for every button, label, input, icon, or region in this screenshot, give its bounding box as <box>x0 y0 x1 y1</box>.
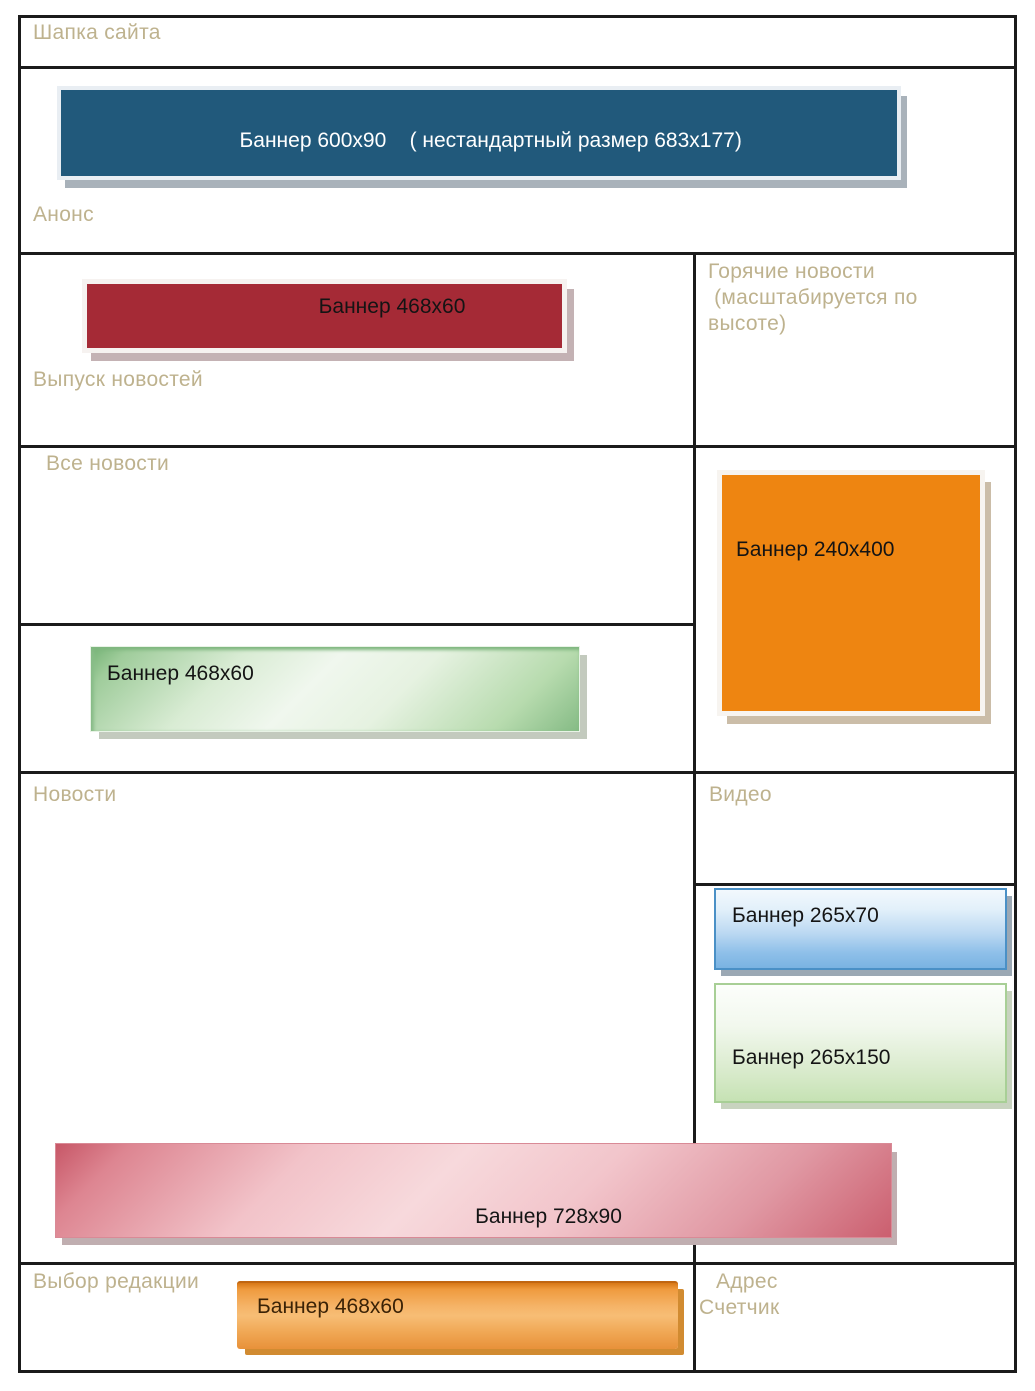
section-label-all-news: Все новости <box>46 452 170 475</box>
banner-468x60-middle: Баннер 468x60 <box>90 646 580 732</box>
hot-news-line-1: Горячие новости <box>708 260 875 283</box>
section-label-counter: Счетчик <box>699 1296 780 1319</box>
banner-265x150-label: Баннер 265x150 <box>732 1046 891 1069</box>
banner-600x90-label: Баннер 600x90 ( нестандартный размер 683… <box>239 129 742 152</box>
row-divider-news-release <box>18 445 1017 448</box>
section-label-hot-news: Горячие новости (масштабируется по высот… <box>708 259 918 337</box>
banner-240x400: Баннер 240x400 <box>717 470 985 716</box>
banner-265x70: Баннер 265x70 <box>714 888 1007 970</box>
section-label-news-release: Выпуск новостей <box>33 368 203 391</box>
section-label-editors-choice: Выбор редакции <box>33 1270 200 1293</box>
row-divider-footer <box>18 1262 1017 1265</box>
row-divider-header <box>18 66 1017 69</box>
section-label-announce: Анонс <box>33 203 94 226</box>
banner-240x400-label: Баннер 240x400 <box>736 538 895 561</box>
banner-468x60-top: Баннер 468x60 <box>82 279 567 353</box>
banner-265x150: Баннер 265x150 <box>714 983 1007 1103</box>
banner-468x60-bottom: Баннер 468x60 <box>237 1281 678 1349</box>
banner-600x90: Баннер 600x90 ( нестандартный размер 683… <box>57 86 901 180</box>
banner-468x60-middle-label: Баннер 468x60 <box>107 662 254 685</box>
banner-728x90: Баннер 728x90 <box>55 1143 892 1238</box>
hot-news-line-3: высоте) <box>708 312 787 335</box>
section-label-address: Адрес <box>716 1270 778 1293</box>
banner-468x60-top-label: Баннер 468x60 <box>318 295 466 318</box>
section-label-video: Видео <box>709 783 772 806</box>
banner-468x60-bottom-label: Баннер 468x60 <box>257 1295 404 1318</box>
row-divider-news <box>18 771 1017 774</box>
section-label-site-header: Шапка сайта <box>33 21 161 44</box>
row-divider-all-news <box>18 623 696 626</box>
table-outer-border <box>18 15 1017 1373</box>
row-divider-announce <box>18 252 1017 255</box>
section-label-news: Новости <box>33 783 117 806</box>
column-divider <box>693 252 696 1373</box>
hot-news-line-2: (масштабируется по <box>708 286 918 309</box>
banner-265x70-label: Баннер 265x70 <box>732 904 879 927</box>
row-divider-video <box>693 883 1017 886</box>
banner-728x90-label: Баннер 728x90 <box>475 1205 622 1228</box>
